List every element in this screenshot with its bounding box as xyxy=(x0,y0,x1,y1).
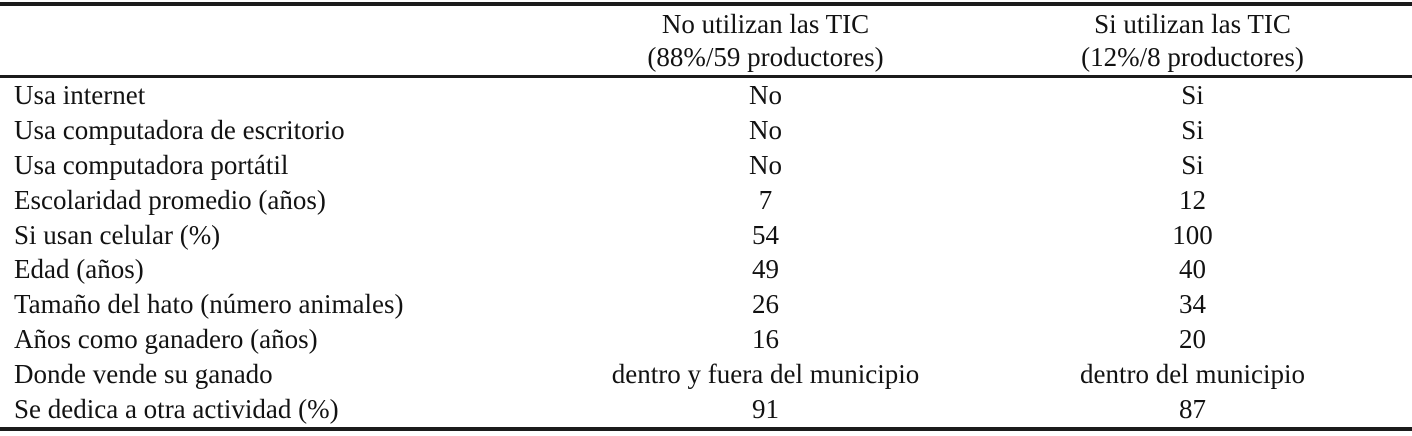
cell-si-tic: 34 xyxy=(1179,289,1206,320)
table-header-rule xyxy=(0,75,1412,78)
row-label: Si usan celular (%) xyxy=(14,219,221,250)
row-label: Usa computadora de escritorio xyxy=(14,114,345,145)
cell-no-tic: No xyxy=(749,79,782,110)
table-row: Usa computadora de escritorio No Si xyxy=(0,113,1412,148)
table-body: Usa internet No Si Usa computadora de es… xyxy=(0,78,1412,427)
row-label: Escolaridad promedio (años) xyxy=(14,184,326,215)
column-header-no-tic-line2: (88%/59 productores) xyxy=(647,41,884,72)
cell-no-tic: 49 xyxy=(752,254,779,285)
table-bottom-rule xyxy=(0,426,1412,431)
table-row: Tamaño del hato (número animales) 26 34 xyxy=(0,287,1412,322)
cell-si-tic: 12 xyxy=(1179,184,1206,215)
table-row: Edad (años) 49 40 xyxy=(0,252,1412,287)
column-header-si-tic: Si utilizan las TIC (12%/8 productores) xyxy=(973,8,1412,74)
column-header-si-tic-line2: (12%/8 productores) xyxy=(1081,41,1304,72)
cell-no-tic: 91 xyxy=(752,393,779,424)
cell-no-tic: 16 xyxy=(752,324,779,355)
cell-si-tic: 40 xyxy=(1179,254,1206,285)
column-header-no-tic-line1: No utilizan las TIC xyxy=(661,8,870,39)
row-label: Se dedica a otra actividad (%) xyxy=(14,393,339,424)
table-top-rule xyxy=(0,2,1412,6)
row-label: Usa computadora portátil xyxy=(14,149,289,180)
table-row: Usa computadora portátil No Si xyxy=(0,148,1412,183)
table-row: Años como ganadero (años) 16 20 xyxy=(0,322,1412,357)
table-row: Usa internet No Si xyxy=(0,78,1412,113)
table-row: Donde vende su ganado dentro y fuera del… xyxy=(0,357,1412,392)
cell-no-tic: dentro y fuera del municipio xyxy=(611,359,920,390)
row-label: Tamaño del hato (número animales) xyxy=(14,289,404,320)
cell-si-tic: 87 xyxy=(1179,393,1206,424)
row-label: Edad (años) xyxy=(14,254,144,285)
column-header-si-tic-line1: Si utilizan las TIC xyxy=(1094,8,1291,39)
cell-no-tic: 26 xyxy=(752,289,779,320)
cell-si-tic: Si xyxy=(1181,149,1204,180)
cell-no-tic: No xyxy=(749,114,782,145)
row-label: Años como ganadero (años) xyxy=(14,324,318,355)
table-header-row: No utilizan las TIC (88%/59 productores)… xyxy=(0,6,1412,75)
cell-si-tic: Si xyxy=(1181,114,1204,145)
table-row: Escolaridad promedio (años) 7 12 xyxy=(0,183,1412,218)
row-label: Donde vende su ganado xyxy=(14,359,273,390)
table-row: Se dedica a otra actividad (%) 91 87 xyxy=(0,392,1412,427)
cell-no-tic: 7 xyxy=(758,184,773,215)
cell-no-tic: 54 xyxy=(752,219,779,250)
column-header-no-tic: No utilizan las TIC (88%/59 productores) xyxy=(558,8,973,74)
table-row: Si usan celular (%) 54 100 xyxy=(0,218,1412,253)
cell-no-tic: No xyxy=(749,149,782,180)
cell-si-tic: 100 xyxy=(1172,219,1213,250)
row-label: Usa internet xyxy=(14,79,146,110)
cell-si-tic: Si xyxy=(1181,79,1204,110)
cell-si-tic: 20 xyxy=(1179,324,1206,355)
cell-si-tic: dentro del municipio xyxy=(1080,359,1305,390)
